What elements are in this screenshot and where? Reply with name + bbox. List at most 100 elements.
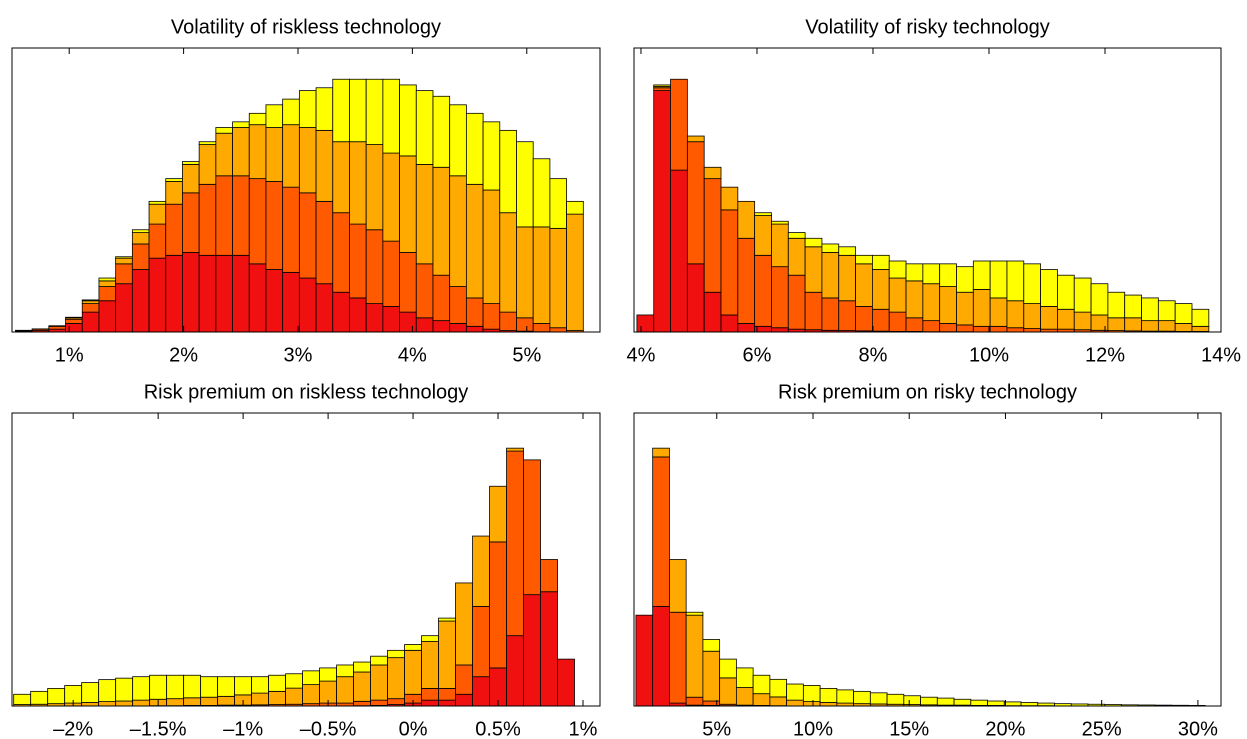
bar-segment [939,323,957,333]
bar-segment [217,695,236,706]
plot-frame [11,412,601,707]
bar-segment [399,311,417,333]
bar-segment [353,700,371,707]
bar-segment [506,635,524,707]
bar-segment [1073,277,1092,313]
bar-segment [302,670,320,686]
bar-segment [903,695,921,705]
x-tick-label: 8% [859,344,888,366]
bar-segment [1174,303,1193,324]
bar-segment [1157,300,1176,322]
bar-segment [871,308,890,332]
bar-segment [200,676,219,698]
bar-segment [720,186,739,211]
bar-segment [819,688,838,703]
bar-segment [532,158,551,228]
bar-segment [81,311,100,333]
bar-segment [404,649,422,695]
bar-segment [523,594,541,707]
bar-segment [1037,702,1055,707]
bar-segment [215,254,233,333]
bar-segment [387,649,405,659]
bar-segment [248,124,267,180]
bar-segment [836,689,854,704]
bar-segment [737,200,756,239]
bar-segment [131,229,150,233]
bar-segment [905,263,924,282]
bar-segment [285,673,304,689]
bar-segment [685,611,704,616]
bar-segment [98,300,117,333]
bar-segment [720,209,739,316]
bar-segment [198,141,217,145]
bar-segment [499,129,517,214]
bar-segment [421,688,439,701]
bar-segment [421,641,439,689]
bar-segment [752,693,771,706]
bar-segment [399,155,417,253]
bar-segment [132,699,151,707]
bar-segment [198,144,217,185]
bar-segment [769,696,788,707]
bar-segment [251,676,270,694]
bar-segment [449,175,467,287]
bar-segment [115,256,133,259]
bar-segment [365,78,384,145]
bar-segment [432,320,451,333]
bar-segment [489,485,507,543]
bar-segment [821,243,840,253]
x-tick-label: 12% [1085,344,1125,366]
bar-segment [771,223,789,268]
bar-segment [282,124,300,188]
bar-segment [472,535,490,607]
bar-segment [888,260,907,279]
x-tick-label: 10% [969,344,1009,366]
bar-segment [1006,300,1025,329]
bar-segment [1124,317,1142,332]
chart-title: Volatility of riskless technology [171,16,441,38]
bar-segment [81,303,100,313]
bar-segment [566,200,584,215]
bar-segment [148,223,167,259]
bar-segment [282,186,300,273]
bar-segment [30,690,49,705]
bar-segment [1124,294,1142,319]
bar-segment [532,226,551,324]
bar-segment [1141,320,1159,332]
bar-segment [265,269,284,333]
x-tick-label: 20% [985,718,1025,739]
bar-segment [282,98,300,126]
bar-segment [652,456,670,607]
bar-segment [298,277,317,333]
bar-segment [165,181,183,205]
bar-segment [1057,274,1075,310]
x-tick-label: 0% [399,718,428,739]
bar-segment [703,291,722,333]
bar-segment [653,87,671,92]
bar-segment [855,306,873,332]
bar-segment [1006,327,1025,333]
bar-segment [819,702,838,707]
bar-segment [838,254,856,302]
bar-segment [421,699,439,707]
bar-segment [886,693,905,705]
bar-segment [804,237,823,248]
bar-segment [200,696,219,706]
bar-segment [415,164,434,265]
bar-segment [319,680,337,704]
bar-segment [166,674,185,700]
bar-segment [404,644,422,651]
bar-segment [332,141,350,214]
bar-segment [438,620,456,689]
bar-segment [251,692,270,706]
bar-segment [1141,297,1159,322]
bar-segment [686,263,705,333]
bar-segment [557,658,575,707]
bar-segment [302,684,320,705]
bar-segment [855,263,873,307]
bar-segment [922,263,941,285]
bar-segment [506,450,524,637]
bar-segment [13,693,32,705]
bar-segment [449,286,467,324]
bar-segment [669,559,687,613]
